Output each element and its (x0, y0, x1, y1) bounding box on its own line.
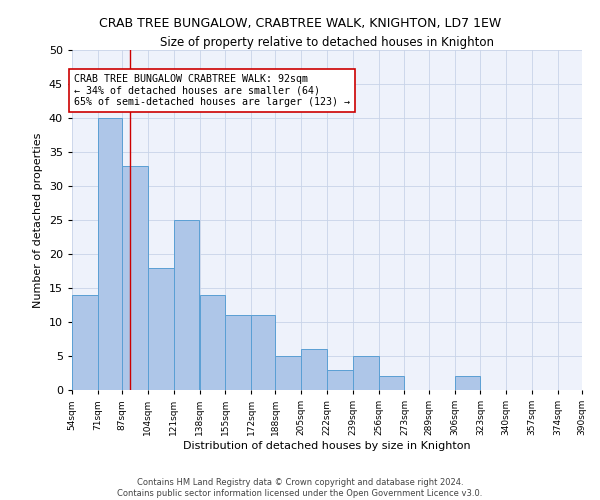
Bar (98, 118, 122, 390)
Y-axis label: Number of detached properties: Number of detached properties (33, 132, 43, 308)
Text: CRAB TREE BUNGALOW CRABTREE WALK: 92sqm
← 34% of detached houses are smaller (64: CRAB TREE BUNGALOW CRABTREE WALK: 92sqm … (74, 74, 350, 107)
Bar (199, 295, 226, 390)
Bar (226, 315, 251, 390)
X-axis label: Distribution of detached houses by size in Knighton: Distribution of detached houses by size … (183, 441, 471, 451)
Bar (353, 356, 379, 390)
Bar (327, 370, 353, 390)
Bar (379, 376, 404, 390)
Bar (148, 268, 173, 390)
Text: Contains HM Land Registry data © Crown copyright and database right 2024.
Contai: Contains HM Land Registry data © Crown c… (118, 478, 482, 498)
Bar (122, 166, 148, 390)
Bar (251, 315, 275, 390)
Bar (275, 356, 301, 390)
Bar (455, 376, 481, 390)
Text: CRAB TREE BUNGALOW, CRABTREE WALK, KNIGHTON, LD7 1EW: CRAB TREE BUNGALOW, CRABTREE WALK, KNIGH… (99, 18, 501, 30)
Title: Size of property relative to detached houses in Knighton: Size of property relative to detached ho… (160, 36, 494, 49)
Bar (72, 295, 98, 390)
Bar (301, 349, 327, 390)
Bar (173, 220, 199, 390)
